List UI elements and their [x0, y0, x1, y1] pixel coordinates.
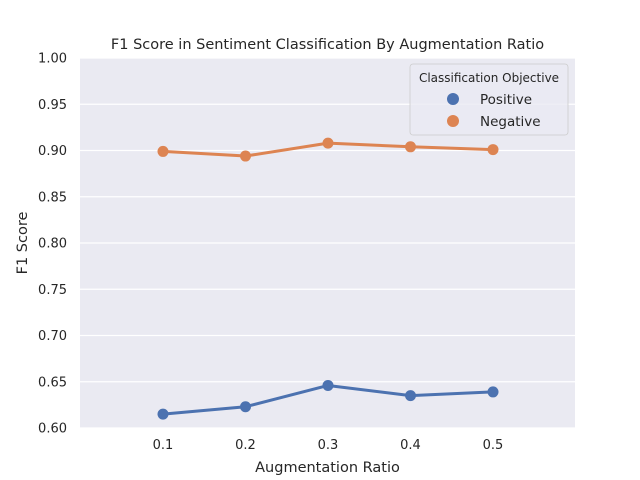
y-tick-label: 0.85 [38, 190, 67, 205]
chart-title: F1 Score in Sentiment Classification By … [111, 37, 544, 53]
y-tick-label: 0.70 [38, 329, 67, 344]
y-tick-label: 0.80 [38, 237, 67, 252]
x-tick-labels: 0.1 0.2 0.3 0.4 0.5 [153, 438, 504, 453]
data-point-positive [487, 386, 499, 398]
y-tick-label: 0.90 [38, 144, 67, 159]
y-tick-label: 1.00 [38, 52, 67, 67]
y-tick-label: 0.60 [38, 422, 67, 437]
data-point-negative [157, 145, 169, 157]
x-tick-label: 0.1 [153, 438, 174, 453]
x-tick-label: 0.4 [400, 438, 421, 453]
data-point-negative [240, 150, 251, 162]
y-axis-label: F1 Score [15, 212, 31, 275]
data-point-negative [322, 137, 334, 149]
data-point-negative [405, 141, 416, 153]
y-tick-label: 0.75 [38, 283, 67, 298]
y-tick-label: 0.95 [38, 98, 67, 113]
legend-marker-negative [447, 115, 459, 127]
x-tick-label: 0.2 [235, 438, 256, 453]
legend-marker-positive [447, 93, 459, 105]
series-group [157, 137, 499, 420]
legend-label-positive: Positive [480, 92, 532, 108]
data-point-positive [322, 379, 334, 391]
legend-label-negative: Negative [480, 114, 541, 130]
legend-title: Classification Objective [419, 71, 559, 85]
data-point-positive [240, 401, 251, 413]
x-tick-label: 0.3 [318, 438, 339, 453]
y-tick-label: 0.65 [38, 375, 67, 390]
data-point-positive [157, 408, 169, 420]
data-point-negative [487, 144, 499, 156]
y-tick-labels: 0.60 0.65 0.70 0.75 0.80 0.85 0.90 0.95 1.00 [38, 52, 67, 437]
legend: Classification Objective Positive Negati… [409, 63, 569, 136]
data-point-positive [405, 390, 416, 402]
x-tick-label: 0.5 [483, 438, 504, 453]
x-axis-label: Augmentation Ratio [255, 460, 400, 476]
